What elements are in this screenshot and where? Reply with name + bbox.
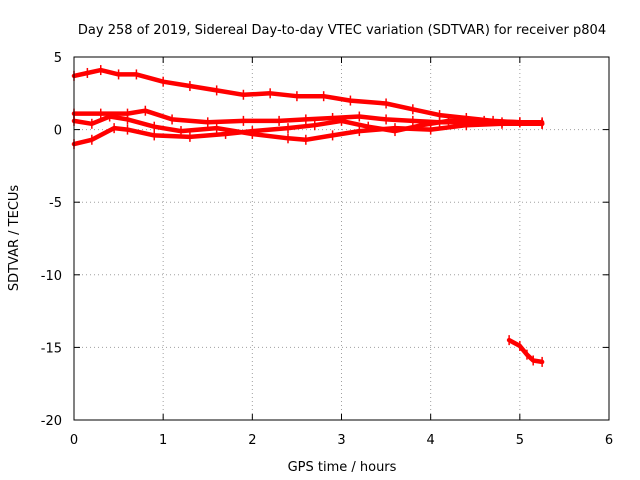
x-tick-label: 5 (516, 433, 524, 448)
series-line (506, 337, 545, 365)
y-tick-label: 0 (54, 124, 62, 139)
x-tick-label: 1 (159, 433, 167, 448)
y-tick-label: -5 (49, 196, 62, 211)
series-layer (71, 65, 545, 367)
y-tick-label: -15 (41, 341, 62, 356)
series-arc-1 (71, 65, 545, 129)
x-axis-label: GPS time / hours (288, 460, 397, 475)
y-tick-label: -20 (41, 414, 62, 429)
ticks: 0 1 2 3 4 5 6 5 0 -5 -10 -15 -20 (41, 51, 613, 448)
series-line (71, 118, 545, 147)
y-axis-label: SDTVAR / TECUs (7, 185, 22, 292)
series-arc-5 (506, 335, 545, 367)
y-tick-label: 5 (54, 51, 62, 66)
chart-title: Day 258 of 2019, Sidereal Day-to-day VTE… (78, 23, 606, 38)
y-tick-label: -10 (41, 269, 62, 284)
series-arc-3 (71, 111, 545, 145)
x-tick-label: 2 (248, 433, 256, 448)
series-line (71, 67, 545, 127)
x-tick-label: 4 (427, 433, 435, 448)
x-tick-label: 3 (337, 433, 345, 448)
x-tick-label: 6 (605, 433, 613, 448)
x-tick-label: 0 (70, 433, 78, 448)
